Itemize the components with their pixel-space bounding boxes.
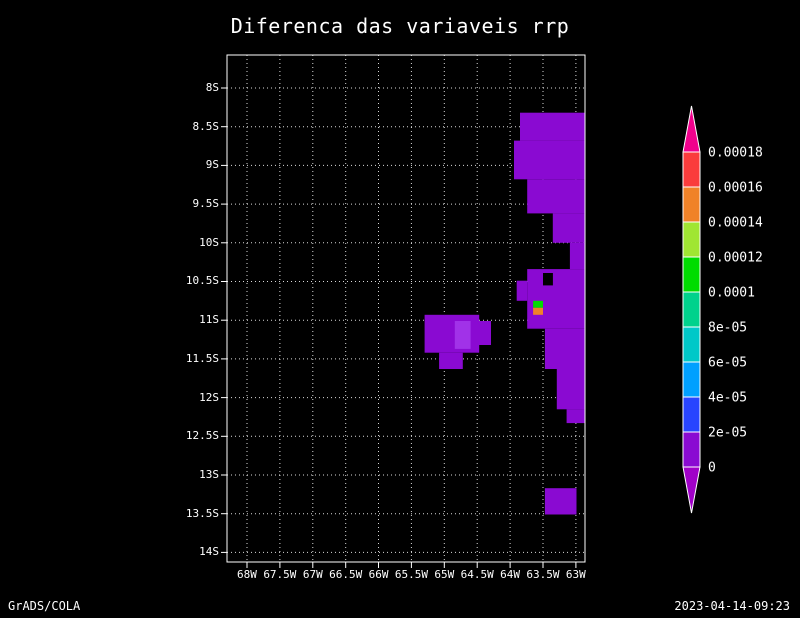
data-patch — [533, 300, 543, 308]
y-tick-label: 8.5S — [192, 119, 220, 133]
colorbar-band — [682, 186, 701, 223]
colorbar-band — [682, 291, 701, 328]
colorbar: 0.00018 0.00016 0.00014 0.00012 0.0001 8e-05 6… — [682, 105, 763, 514]
colorbar-label: 2e-05 — [708, 426, 747, 441]
colorbar-label: 0 — [708, 461, 716, 476]
colorbar-band — [682, 396, 701, 433]
data-patch — [543, 273, 553, 286]
y-tick-label: 12.5S — [185, 429, 219, 443]
colorbar-band — [682, 256, 701, 293]
colorbar-arrow-bottom — [682, 466, 701, 514]
data-patch — [424, 314, 480, 353]
data-patch — [556, 369, 586, 410]
y-tick-label: 13S — [199, 467, 219, 481]
colorbar-label: 0.00018 — [708, 146, 763, 161]
data-patch — [569, 242, 585, 270]
data-patch — [477, 321, 491, 345]
data-patch — [527, 269, 586, 329]
timestamp-label: 2023-04-14-09:23 — [674, 599, 790, 613]
data-patch — [439, 352, 463, 369]
colorbar-band — [682, 151, 701, 188]
colorbar-label: 0.00012 — [708, 251, 763, 266]
colorbar-label: 0.00014 — [708, 216, 763, 231]
data-patch — [566, 409, 585, 424]
data-patch — [533, 307, 543, 315]
y-tick-label: 11S — [199, 313, 219, 327]
colorbar-label: 0.0001 — [708, 286, 755, 301]
colorbar-band — [682, 431, 701, 468]
y-tick-label: 14S — [199, 545, 219, 559]
colorbar-label: 6e-05 — [708, 356, 747, 371]
y-tick-label: 12S — [199, 390, 219, 404]
colorbar-arrow-top — [682, 105, 701, 153]
y-tick-label: 8S — [205, 80, 219, 94]
data-patch — [520, 112, 586, 141]
colorbar-band — [682, 361, 701, 398]
y-tick-label: 10S — [199, 235, 219, 249]
y-tick-label: 13.5S — [185, 506, 219, 520]
data-patch — [514, 140, 585, 180]
colorbar-band — [682, 221, 701, 258]
plot-border — [226, 54, 586, 563]
y-tick-label: 9S — [205, 158, 219, 172]
data-patch — [454, 321, 471, 349]
data-patch — [552, 213, 585, 243]
grads-credit-label: GrADS/COLA — [8, 599, 81, 613]
data-patch — [544, 328, 585, 369]
y-tick-label: 11.5S — [185, 351, 219, 365]
colorbar-label: 8e-05 — [708, 321, 747, 336]
chart-title: Diferenca das variaveis rrp — [230, 14, 570, 38]
map-plot-canvas — [221, 54, 586, 568]
y-tick-label: 10.5S — [185, 274, 219, 288]
data-patch — [544, 488, 577, 515]
y-tick-label: 9.5S — [192, 197, 220, 211]
colorbar-label: 4e-05 — [708, 391, 747, 406]
colorbar-label: 0.00016 — [708, 181, 763, 196]
data-patch — [516, 280, 528, 301]
data-patch — [527, 179, 586, 214]
colorbar-band — [682, 326, 701, 363]
